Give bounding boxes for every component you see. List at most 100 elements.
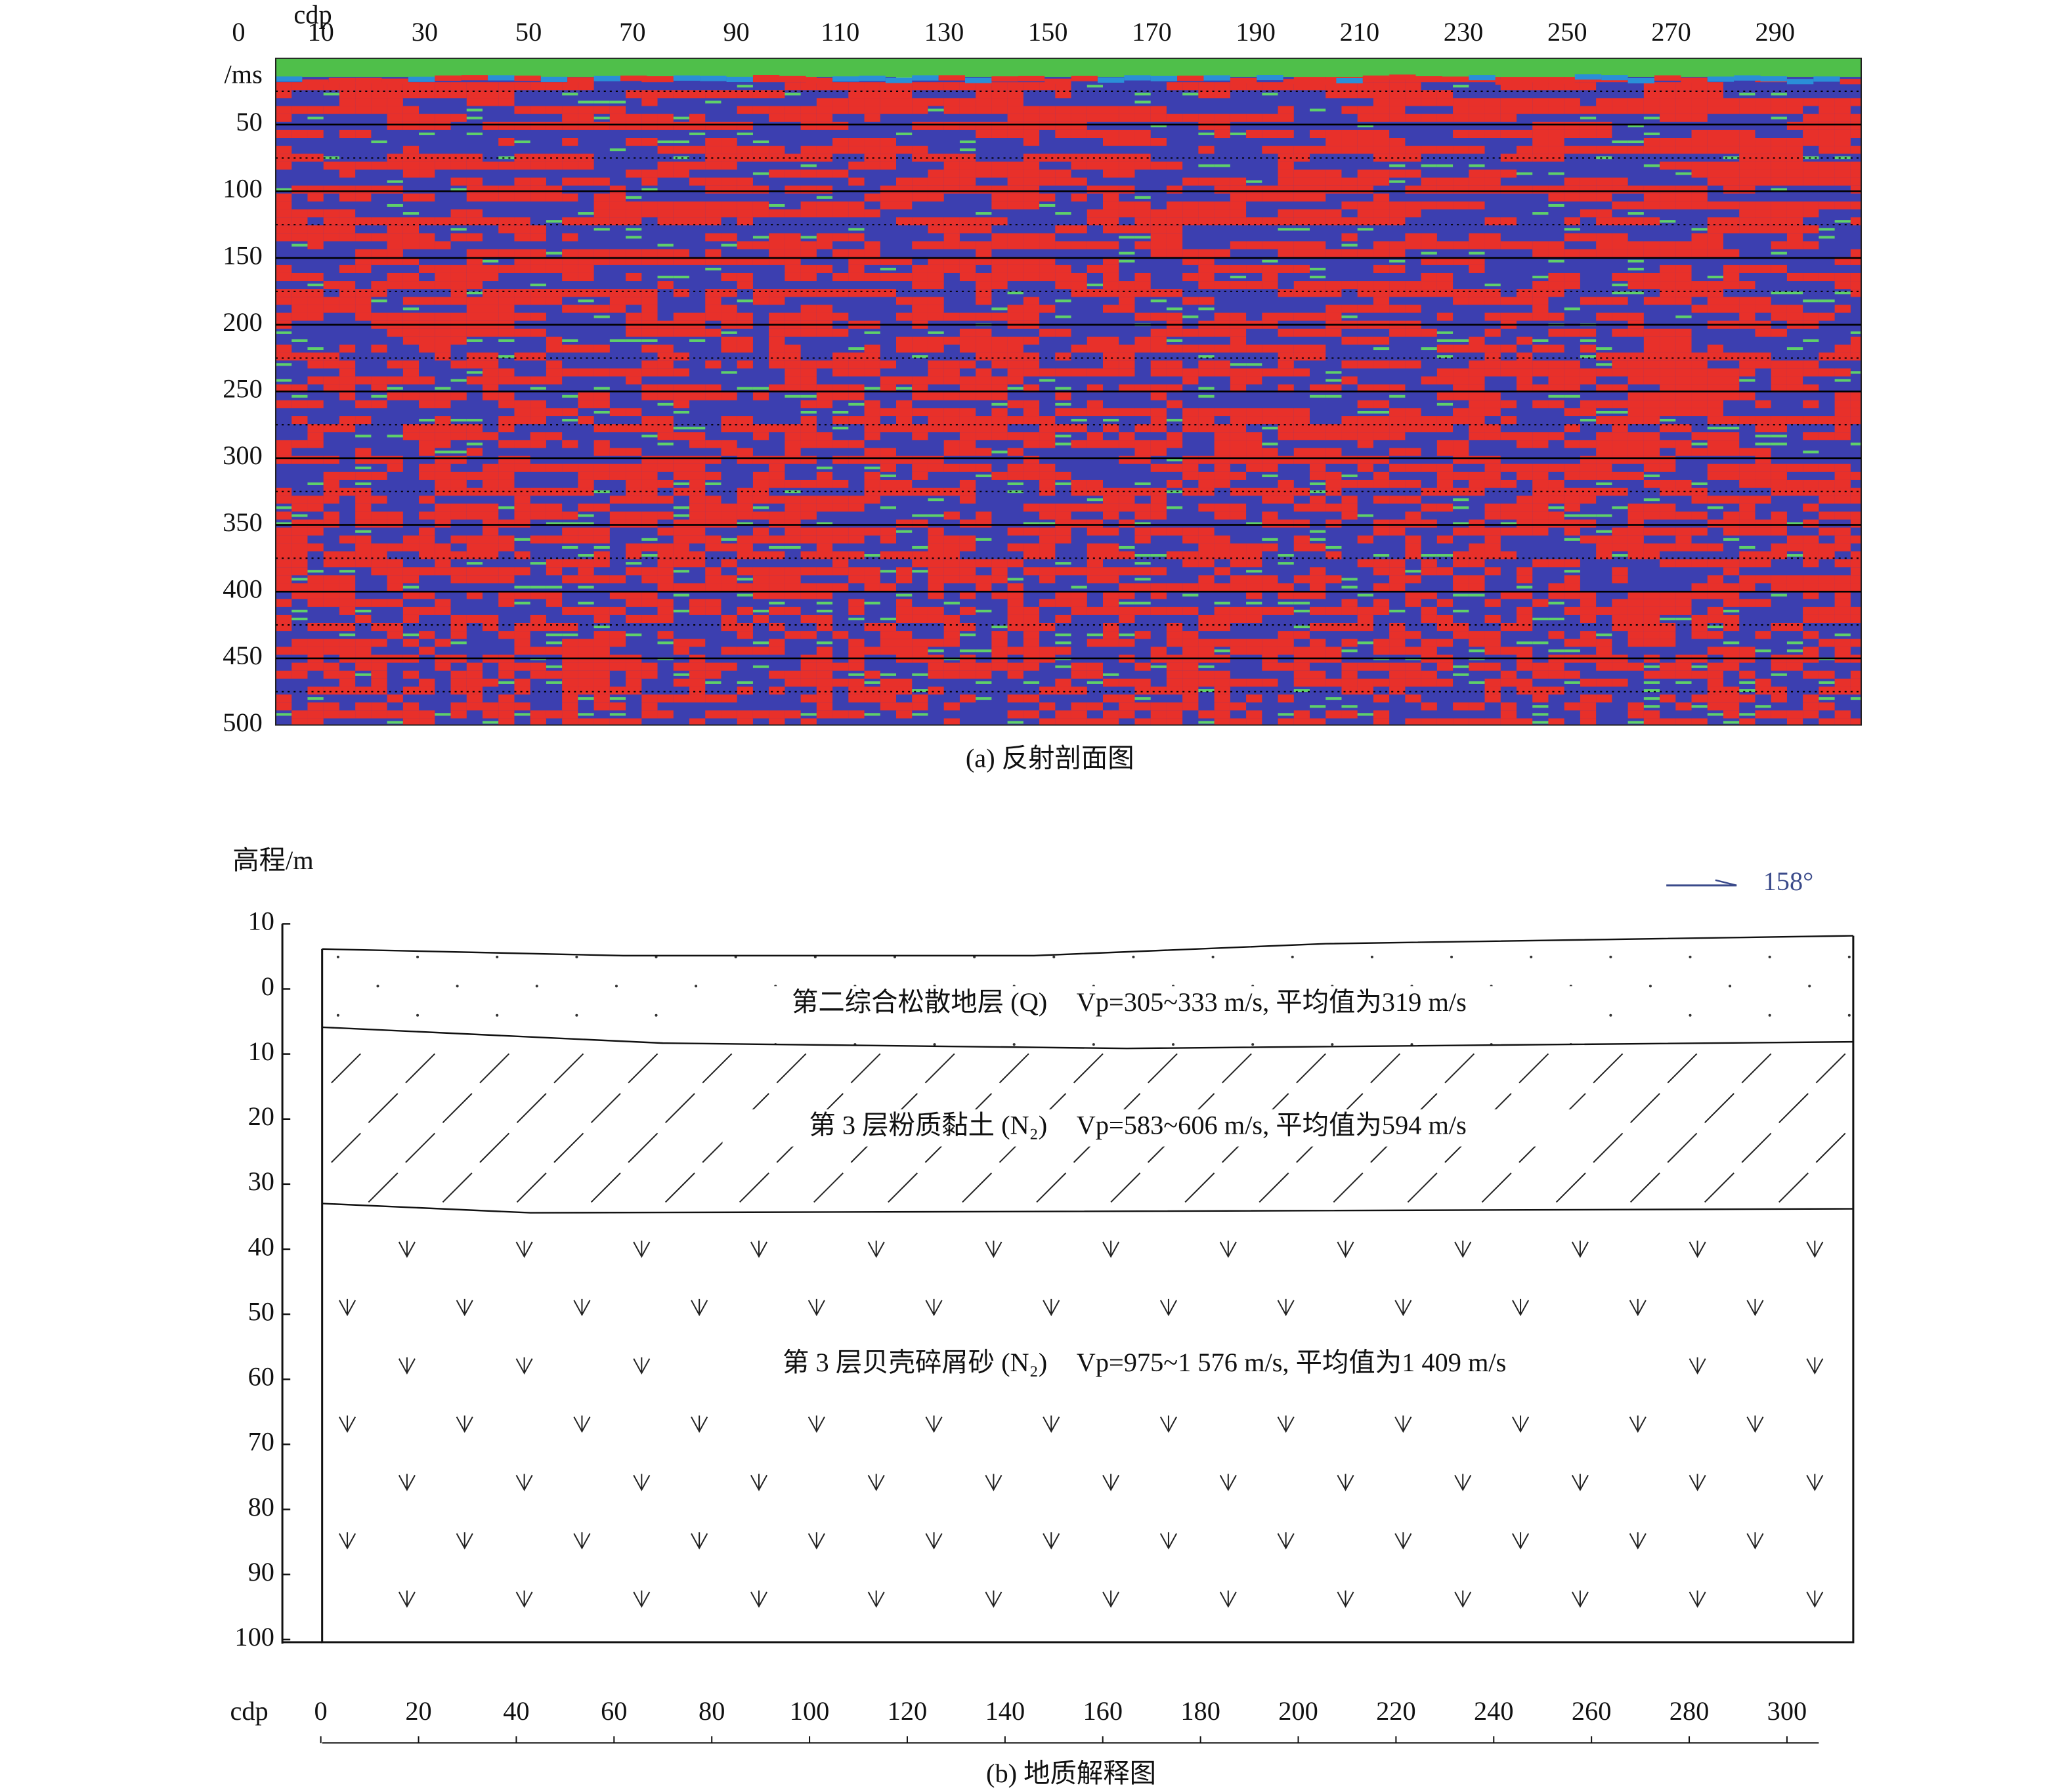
red-cell <box>1310 209 1326 218</box>
green-cell <box>1612 554 1628 557</box>
red-cell <box>1357 479 1373 488</box>
red-cell <box>1691 233 1708 242</box>
sand-symbol <box>1337 1241 1354 1258</box>
green-cell <box>1341 649 1358 652</box>
red-cell <box>848 272 865 282</box>
dot <box>1450 955 1454 958</box>
red-cell <box>387 121 403 130</box>
green-cell <box>593 100 610 104</box>
red-cell <box>1278 583 1294 591</box>
red-cell <box>1517 718 1533 725</box>
red-cell <box>1723 702 1740 711</box>
green-cell <box>466 132 483 135</box>
red-cell <box>307 710 324 719</box>
red-cell <box>1325 479 1342 488</box>
red-cell <box>816 384 833 393</box>
red-cell <box>1691 249 1708 257</box>
red-cell <box>1691 98 1708 106</box>
red-cell <box>1262 647 1278 655</box>
red-cell <box>339 678 356 687</box>
red-cell <box>1325 217 1342 226</box>
red-cell <box>1310 328 1326 337</box>
hatch <box>1853 1173 1882 1202</box>
red-cell <box>769 106 785 114</box>
red-cell <box>466 503 483 512</box>
top-band-edge <box>938 75 965 81</box>
red-cell <box>593 305 610 313</box>
red-cell <box>1262 272 1278 282</box>
red-cell <box>307 272 324 282</box>
red-cell <box>578 678 594 687</box>
red-cell <box>419 121 435 130</box>
red-cell <box>1612 98 1628 106</box>
red-cell <box>848 138 865 146</box>
green-cell <box>1755 442 1771 446</box>
red-cell <box>912 82 928 91</box>
red-cell <box>1771 209 1787 218</box>
red-cell <box>1023 463 1040 472</box>
red-cell <box>1166 527 1183 536</box>
red-cell <box>1627 623 1644 631</box>
red-cell <box>307 400 324 408</box>
red-cell <box>1373 289 1390 297</box>
red-cell <box>657 607 674 615</box>
green-cell <box>609 148 626 152</box>
red-cell <box>626 718 642 725</box>
red-cell <box>1803 463 1819 472</box>
green-cell <box>307 347 324 351</box>
red-cell <box>1087 432 1103 440</box>
red-cell <box>1198 201 1215 210</box>
red-cell <box>355 129 372 138</box>
sand-symbol <box>750 1474 768 1491</box>
red-cell <box>1262 575 1278 584</box>
red-cell <box>1803 710 1819 719</box>
red-cell <box>1310 241 1326 249</box>
red-cell <box>1755 496 1771 504</box>
hatch <box>1741 1132 1772 1163</box>
green-cell <box>1723 641 1740 645</box>
red-cell <box>1293 670 1310 679</box>
green-cell <box>1612 291 1628 295</box>
hatch <box>1778 1093 1809 1124</box>
sand-symbol <box>1159 1298 1177 1317</box>
red-cell <box>816 471 833 480</box>
red-cell <box>276 694 292 703</box>
red-cell <box>546 336 563 345</box>
green-cell <box>1214 601 1230 605</box>
red-cell <box>976 575 992 584</box>
red-cell <box>1182 177 1199 186</box>
red-cell <box>800 265 817 273</box>
red-cell <box>959 265 976 273</box>
sand-symbol <box>633 1357 651 1375</box>
red-cell <box>1071 710 1087 719</box>
red-cell <box>1707 146 1723 154</box>
top-band-edge <box>1203 75 1230 81</box>
red-cell <box>1484 98 1501 106</box>
red-cell <box>276 193 292 202</box>
red-cell <box>1484 345 1501 353</box>
red-cell <box>1262 345 1278 353</box>
red-cell <box>1739 225 1756 234</box>
green-cell <box>1119 545 1135 549</box>
red-cell <box>530 647 546 655</box>
top-band-edge <box>1071 75 1098 81</box>
red-cell <box>1262 583 1278 591</box>
red-cell <box>402 312 420 321</box>
red-cell <box>1803 647 1819 655</box>
red-cell <box>1310 217 1326 226</box>
red-cell <box>721 257 737 265</box>
green-cell <box>832 427 849 430</box>
red-cell <box>323 710 339 719</box>
red-cell <box>1580 440 1597 448</box>
red-cell <box>1643 193 1660 202</box>
red-cell <box>1532 305 1549 313</box>
red-cell <box>514 121 530 130</box>
sand-symbol <box>573 1415 591 1433</box>
red-cell <box>991 352 1008 361</box>
red-cell <box>864 114 880 122</box>
red-cell <box>1660 376 1676 385</box>
green-cell <box>1325 371 1342 374</box>
red-cell <box>1723 519 1740 528</box>
red-cell <box>514 440 530 448</box>
red-cell <box>402 225 420 234</box>
